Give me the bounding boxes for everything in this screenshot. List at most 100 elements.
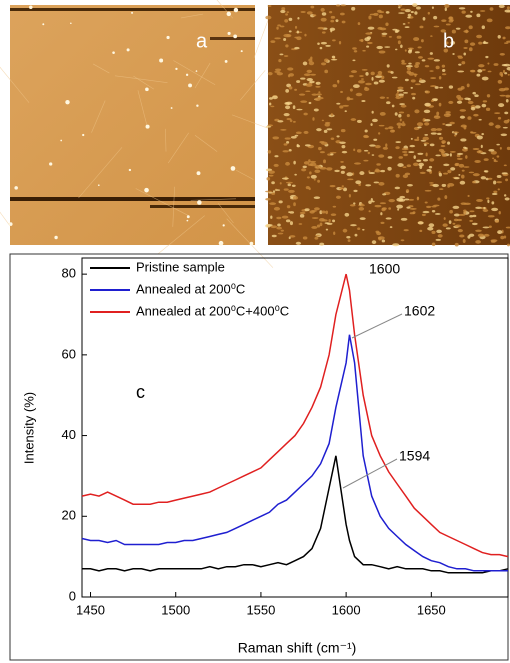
grain bbox=[445, 113, 451, 116]
grain bbox=[497, 230, 503, 235]
grain bbox=[361, 69, 368, 71]
grain bbox=[291, 184, 296, 188]
grain bbox=[407, 184, 413, 187]
scratch bbox=[133, 75, 154, 90]
scratch bbox=[91, 100, 106, 133]
particle bbox=[65, 99, 70, 105]
grain bbox=[427, 11, 430, 15]
grain bbox=[434, 115, 439, 117]
series-line bbox=[81, 334, 508, 572]
grain bbox=[406, 70, 412, 75]
grain bbox=[272, 95, 278, 100]
grain bbox=[485, 107, 491, 112]
grain bbox=[475, 229, 482, 232]
grain bbox=[452, 53, 455, 55]
particle bbox=[60, 139, 63, 142]
grain bbox=[336, 135, 340, 138]
x-tick-label: 1450 bbox=[76, 602, 105, 617]
grain bbox=[363, 159, 369, 162]
grain bbox=[303, 112, 308, 116]
grain bbox=[404, 49, 407, 52]
grain bbox=[272, 190, 276, 193]
grain bbox=[458, 63, 462, 66]
grain bbox=[433, 59, 440, 62]
particle bbox=[166, 35, 170, 40]
grain bbox=[388, 36, 392, 38]
grain bbox=[336, 102, 341, 105]
grain bbox=[433, 99, 438, 102]
grain bbox=[442, 68, 446, 72]
grain bbox=[365, 32, 373, 35]
grain bbox=[281, 215, 289, 219]
annotation-leader bbox=[351, 313, 403, 339]
grain bbox=[317, 26, 325, 30]
grain bbox=[438, 172, 442, 177]
grain bbox=[329, 27, 336, 31]
grain bbox=[339, 141, 346, 144]
grain bbox=[423, 109, 431, 114]
grain bbox=[324, 123, 330, 127]
grain bbox=[363, 149, 369, 152]
grain bbox=[358, 80, 365, 84]
grain bbox=[356, 149, 362, 153]
grain bbox=[424, 90, 430, 94]
grain bbox=[281, 7, 286, 11]
grain bbox=[265, 15, 272, 20]
grain bbox=[469, 70, 476, 73]
grain bbox=[424, 201, 428, 204]
grain bbox=[445, 123, 453, 127]
grain bbox=[434, 86, 439, 89]
grain bbox=[270, 105, 275, 108]
grain bbox=[320, 7, 325, 12]
grain bbox=[496, 181, 503, 184]
grain bbox=[493, 63, 499, 66]
y-tick-label: 0 bbox=[69, 588, 76, 603]
grain bbox=[442, 223, 448, 227]
grain bbox=[422, 16, 426, 21]
grain bbox=[407, 22, 410, 24]
grain bbox=[311, 93, 318, 96]
grain bbox=[360, 38, 364, 43]
grain bbox=[415, 62, 421, 65]
grain bbox=[330, 58, 338, 61]
grain bbox=[398, 111, 405, 114]
grain bbox=[373, 181, 380, 184]
grain bbox=[459, 115, 466, 119]
grain bbox=[276, 72, 283, 76]
grain bbox=[404, 78, 409, 82]
panel-label: a bbox=[196, 30, 208, 52]
grain bbox=[464, 147, 468, 150]
grain bbox=[401, 147, 409, 151]
grain bbox=[398, 156, 403, 159]
grain bbox=[499, 146, 502, 150]
grain bbox=[402, 121, 405, 124]
grain bbox=[367, 151, 371, 155]
grain bbox=[316, 96, 324, 100]
grain bbox=[499, 71, 503, 76]
grain bbox=[357, 227, 361, 230]
grain bbox=[349, 88, 353, 92]
scratch bbox=[167, 132, 189, 164]
grain bbox=[397, 86, 404, 90]
grain bbox=[504, 111, 509, 115]
grain bbox=[429, 182, 434, 184]
grain bbox=[468, 171, 475, 174]
grain bbox=[371, 118, 378, 123]
grain bbox=[335, 19, 339, 23]
grain bbox=[388, 126, 394, 130]
grain bbox=[378, 14, 383, 19]
particle bbox=[196, 104, 199, 107]
grain bbox=[311, 226, 318, 229]
grain bbox=[461, 10, 466, 14]
grain bbox=[289, 119, 293, 123]
grain bbox=[456, 154, 461, 158]
grain bbox=[305, 186, 310, 190]
grain bbox=[361, 100, 366, 103]
grain bbox=[431, 230, 436, 235]
y-tick-label: 20 bbox=[62, 508, 76, 523]
grain bbox=[463, 202, 471, 206]
grain bbox=[344, 110, 347, 113]
grain bbox=[440, 29, 446, 33]
grain bbox=[498, 4, 505, 8]
